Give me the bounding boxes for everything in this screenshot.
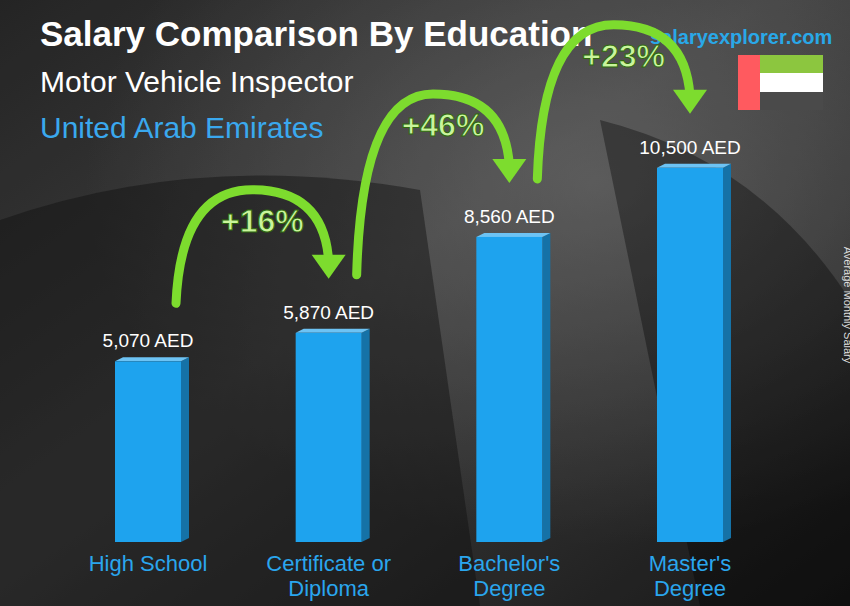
bar — [657, 168, 723, 542]
data-label: 8,560 AED — [464, 206, 555, 227]
category-label: Master'sDegree — [649, 551, 731, 601]
arrow-head — [312, 255, 346, 279]
flag — [738, 55, 823, 110]
category-line: Degree — [654, 576, 726, 601]
arrow — [357, 94, 510, 275]
flag-red — [738, 55, 760, 110]
category-label: Bachelor'sDegree — [458, 551, 560, 601]
bar-top — [657, 164, 731, 168]
category-line: Bachelor's — [458, 551, 560, 576]
category-line: Master's — [649, 551, 731, 576]
annotations: +16% +46% +23% — [176, 25, 707, 304]
annotation: +16% — [221, 203, 304, 239]
bar — [476, 237, 542, 542]
category-line: Degree — [473, 576, 545, 601]
bar-side — [362, 329, 370, 542]
bar-top — [296, 329, 370, 333]
background — [0, 0, 850, 606]
bar-side — [723, 164, 731, 542]
y-label: Average Monthly Salary — [842, 247, 850, 364]
arrow — [537, 25, 690, 179]
bar-side — [181, 357, 189, 542]
background-dim — [0, 0, 850, 606]
bar-top — [476, 233, 550, 237]
category-line: Diploma — [288, 576, 369, 601]
data-label: 5,070 AED — [103, 330, 194, 351]
flag-black — [760, 92, 823, 110]
arrow-head — [673, 90, 707, 114]
data-label: 5,870 AED — [283, 302, 374, 323]
arrow-head — [492, 159, 526, 183]
bar — [296, 333, 362, 542]
annotation: +23% — [582, 38, 665, 74]
background-glow — [0, 0, 850, 606]
location: United Arab Emirates — [40, 111, 323, 144]
chart: Salary Comparison By Education Motor Vehi… — [0, 0, 850, 606]
subtitle: Motor Vehicle Inspector — [40, 65, 354, 98]
bar-side — [542, 233, 550, 542]
flag-green — [760, 55, 823, 73]
arrow — [176, 190, 329, 304]
data-label: 10,500 AED — [639, 137, 740, 158]
category-line: High School — [89, 551, 208, 576]
labels: 5,070 AED 5,870 AED 8,560 AED 10,500 AED Hig… — [89, 137, 741, 601]
title: Salary Comparison By Education — [40, 14, 592, 53]
bar-top — [115, 357, 189, 361]
category-label: High School — [89, 551, 208, 576]
annotation: +46% — [402, 107, 485, 143]
category-line: Certificate or — [266, 551, 391, 576]
bars — [115, 164, 731, 542]
flag-white — [760, 73, 823, 92]
source: salaryexplorer.com — [650, 26, 832, 48]
category-label: Certificate orDiploma — [266, 551, 391, 601]
bar — [115, 361, 181, 542]
